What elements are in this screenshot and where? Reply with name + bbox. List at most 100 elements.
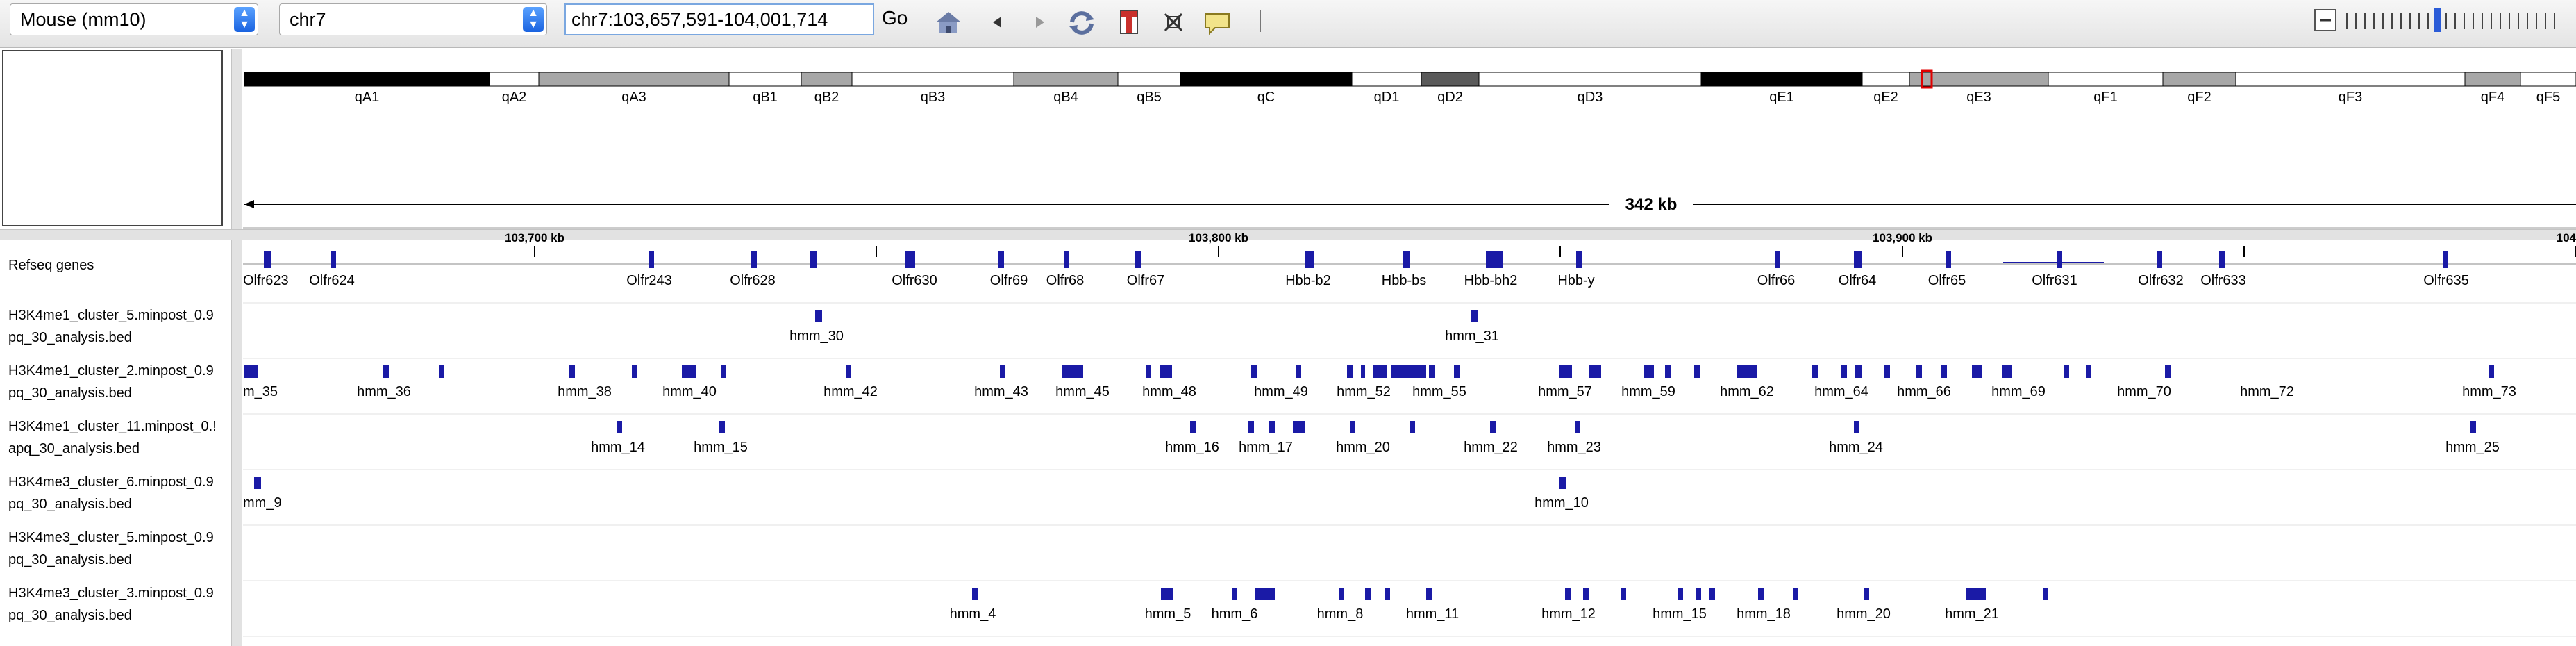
locus-input[interactable] — [564, 3, 874, 35]
bed-feature[interactable] — [1589, 365, 1601, 378]
bed-feature[interactable] — [1190, 421, 1196, 433]
bed-feature[interactable] — [1293, 421, 1305, 433]
ideogram-band[interactable] — [1909, 72, 2049, 87]
bed-feature[interactable] — [569, 365, 575, 378]
bed-feature[interactable] — [1916, 365, 1922, 378]
ideogram-band[interactable] — [1351, 72, 1422, 87]
bed-feature[interactable] — [1232, 588, 1237, 600]
track-name-h3k4me1-c2[interactable]: H3K4me1_cluster_2.minpost_0.9 pq_30_anal… — [8, 363, 214, 401]
bed-feature[interactable] — [1758, 588, 1764, 600]
bed-feature[interactable] — [1161, 588, 1173, 600]
bed-feature[interactable] — [1696, 588, 1701, 600]
bed-feature[interactable] — [2064, 365, 2069, 378]
bed-feature[interactable] — [1559, 365, 1572, 378]
gene-feature[interactable] — [1576, 251, 1582, 268]
bed-feature[interactable] — [1269, 421, 1275, 433]
track-name-refseq[interactable]: Refseq genes — [8, 258, 94, 273]
gene-feature[interactable] — [2219, 251, 2225, 268]
bed-feature[interactable] — [1854, 421, 1859, 433]
bed-feature[interactable] — [1884, 365, 1890, 378]
bed-feature[interactable] — [721, 365, 726, 378]
ideogram-band[interactable] — [1421, 72, 1480, 87]
gene-feature[interactable] — [1135, 251, 1141, 268]
ideogram-band[interactable] — [2235, 72, 2466, 87]
zoom-slider[interactable] — [2305, 6, 2569, 36]
bed-feature[interactable] — [1855, 365, 1862, 378]
bed-feature[interactable] — [1365, 588, 1371, 600]
bed-feature[interactable] — [1251, 365, 1257, 378]
bed-feature[interactable] — [1841, 365, 1847, 378]
gene-feature[interactable] — [1946, 251, 1951, 268]
chromosome-ideogram[interactable]: qA1 qA2 qA3 qB1 qB2 qB3 qB4 qB5 qC qD1 qD2 qD3 qE1 qE… — [244, 72, 2576, 105]
bed-feature[interactable] — [682, 365, 696, 378]
bed-feature[interactable] — [1972, 365, 1982, 378]
go-button[interactable]: Go — [882, 7, 908, 28]
back-icon[interactable] — [982, 8, 1012, 36]
bed-feature[interactable] — [2043, 588, 2048, 600]
zoom-thumb[interactable] — [2434, 8, 2441, 32]
panel-divider-horizontal[interactable] — [0, 229, 2576, 240]
bed-feature[interactable] — [1373, 365, 1387, 378]
bed-feature[interactable] — [1941, 365, 1947, 378]
ideogram-band[interactable] — [1013, 72, 1119, 87]
ideogram-band[interactable] — [1180, 72, 1353, 87]
track-name-h3k4me3-c5[interactable]: H3K4me3_cluster_5.minpost_0.9 pq_30_anal… — [8, 530, 214, 568]
gene-feature[interactable] — [1305, 251, 1314, 268]
track-name-h3k4me1-c11[interactable]: H3K4me1_cluster_11.minpost_0.! apq_30_an… — [8, 419, 217, 456]
refresh-icon[interactable] — [1067, 8, 1097, 36]
bed-feature[interactable] — [1966, 588, 1986, 600]
bed-feature[interactable] — [719, 421, 725, 433]
bed-feature[interactable] — [244, 365, 258, 378]
bed-feature[interactable] — [1000, 365, 1005, 378]
bed-feature[interactable] — [1737, 365, 1757, 378]
bed-feature[interactable] — [2002, 365, 2012, 378]
bed-feature[interactable] — [1694, 365, 1700, 378]
bed-feature[interactable] — [1062, 365, 1083, 378]
bed-feature[interactable] — [1575, 421, 1580, 433]
bed-feature[interactable] — [1644, 365, 1654, 378]
bed-feature[interactable] — [1812, 365, 1818, 378]
ideogram-band[interactable] — [538, 72, 730, 87]
gene-feature[interactable] — [2443, 251, 2448, 268]
bed-feature[interactable] — [1490, 421, 1496, 433]
bed-feature[interactable] — [2165, 365, 2171, 378]
bed-feature[interactable] — [1347, 365, 1353, 378]
gene-feature[interactable] — [751, 251, 757, 268]
bed-feature[interactable] — [1255, 588, 1275, 600]
ideogram-band[interactable] — [1478, 72, 1702, 87]
gene-feature[interactable] — [1064, 251, 1069, 268]
ideogram-band[interactable] — [801, 72, 853, 87]
bed-feature[interactable] — [2470, 421, 2476, 433]
ideogram-band[interactable] — [2162, 72, 2236, 87]
data-panel[interactable]: qA1 qA2 qA3 qB1 qB2 qB3 qB4 qB5 qC qD1 qD2 qD3 qE1 qE… — [243, 49, 2576, 646]
bed-feature[interactable] — [1248, 421, 1254, 433]
bed-feature[interactable] — [1471, 310, 1478, 322]
bed-feature[interactable] — [1160, 365, 1172, 378]
track-name-h3k4me3-c6[interactable]: H3K4me3_cluster_6.minpost_0.9 pq_30_anal… — [8, 474, 214, 512]
bed-feature[interactable] — [972, 588, 978, 600]
bed-feature[interactable] — [254, 477, 261, 489]
bed-feature[interactable] — [632, 365, 637, 378]
forward-icon[interactable] — [1025, 8, 1055, 36]
home-icon[interactable] — [933, 8, 964, 36]
gene-feature[interactable] — [905, 251, 915, 268]
ideogram-band[interactable] — [1700, 72, 1863, 87]
tracks[interactable]: Olfr623 Olfr624 Olfr243 Olfr628 Olfr630 Olfr6… — [243, 251, 2576, 637]
bed-feature[interactable] — [1565, 588, 1571, 600]
bed-feature[interactable] — [1296, 365, 1301, 378]
gene-feature[interactable] — [1775, 251, 1780, 268]
track-name-h3k4me3-c3[interactable]: H3K4me3_cluster_3.minpost_0.9 pq_30_anal… — [8, 586, 214, 623]
bed-feature[interactable] — [1454, 365, 1460, 378]
ideogram-band[interactable] — [2464, 72, 2521, 87]
gene-feature[interactable] — [1403, 251, 1410, 268]
bed-feature[interactable] — [1339, 588, 1344, 600]
ideogram-band[interactable] — [2520, 72, 2576, 87]
bed-feature[interactable] — [1793, 588, 1798, 600]
gene-feature[interactable] — [2057, 251, 2062, 268]
bed-feature[interactable] — [815, 310, 822, 322]
popup-text-icon[interactable] — [1203, 8, 1233, 36]
gene-feature[interactable] — [810, 251, 817, 268]
gene-feature[interactable] — [1486, 251, 1503, 268]
bed-feature[interactable] — [1410, 421, 1415, 433]
bed-feature[interactable] — [1864, 588, 1869, 600]
